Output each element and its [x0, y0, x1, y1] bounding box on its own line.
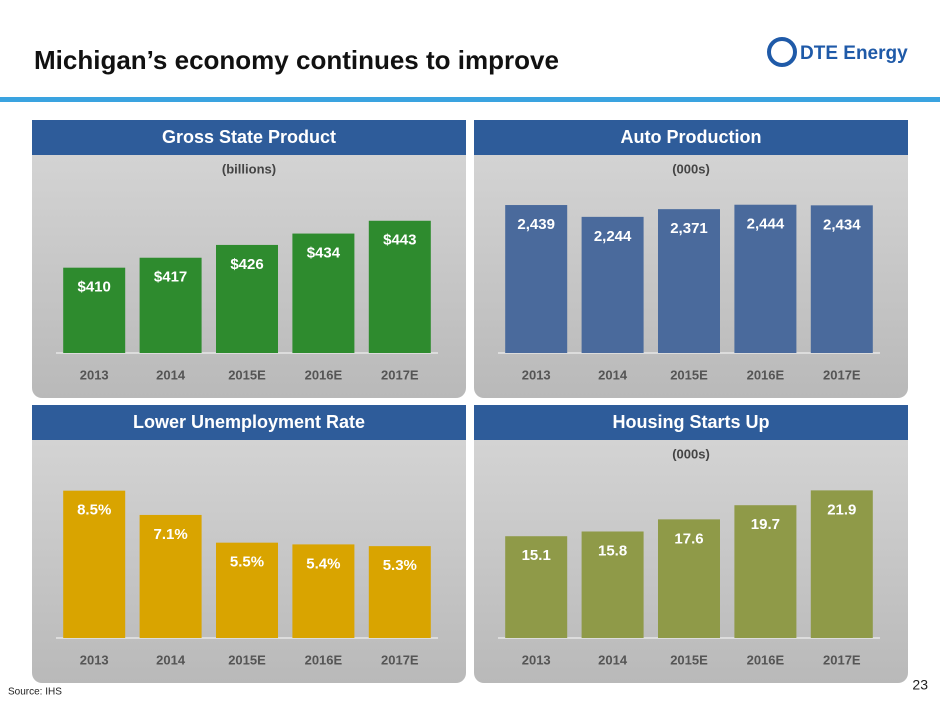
bar-label: $417: [154, 269, 187, 286]
x-tick-label: 2013: [80, 652, 109, 667]
bar-label: 15.8: [598, 542, 627, 559]
panel-title: Lower Unemployment Rate: [133, 412, 365, 432]
x-tick-label: 2017E: [381, 367, 419, 382]
divider: [0, 97, 940, 102]
bar: [810, 490, 873, 638]
panel-title: Auto Production: [621, 127, 762, 147]
bar: [810, 205, 873, 353]
page-number: 23: [912, 677, 928, 693]
x-tick-label: 2013: [80, 367, 109, 382]
panel-subtitle: (000s): [672, 161, 710, 176]
x-tick-label: 2013: [522, 652, 551, 667]
bar: [63, 267, 126, 353]
bar: [658, 209, 720, 353]
panel-header: [32, 405, 466, 440]
bar-label: 7.1%: [153, 526, 187, 543]
x-tick-label: 2017E: [381, 652, 419, 667]
bar: [292, 544, 355, 638]
x-tick-label: 2017E: [823, 652, 861, 667]
x-tick-label: 2015E: [228, 652, 266, 667]
bar: [734, 505, 797, 638]
panel-header: [32, 120, 466, 155]
bar: [139, 257, 202, 353]
bar-label: $426: [230, 256, 263, 273]
bar: [505, 536, 568, 638]
x-tick-label: 2015E: [228, 367, 266, 382]
bar-label: 19.7: [751, 516, 780, 533]
x-tick-label: 2014: [598, 652, 628, 667]
bar: [368, 546, 431, 638]
x-tick-label: 2015E: [670, 652, 708, 667]
panel-title: Housing Starts Up: [612, 412, 769, 432]
x-tick-label: 2014: [156, 652, 186, 667]
panel-header: [474, 120, 908, 155]
bar: [139, 514, 202, 638]
x-tick-label: 2014: [598, 367, 628, 382]
panel-subtitle: (000s): [672, 446, 710, 461]
x-tick-label: 2016E: [305, 367, 343, 382]
bar-label: 2,371: [670, 220, 708, 237]
bar-label: $443: [383, 232, 416, 249]
panel-header: [474, 405, 908, 440]
x-tick-label: 2016E: [747, 652, 785, 667]
x-tick-label: 2015E: [670, 367, 708, 382]
bar-label: 2,244: [594, 228, 632, 245]
bar-label: $434: [307, 245, 341, 262]
bar-label: 2,439: [517, 216, 555, 233]
bar: [63, 490, 126, 638]
x-tick-label: 2013: [522, 367, 551, 382]
bar-label: 2,434: [823, 216, 861, 233]
x-tick-label: 2016E: [747, 367, 785, 382]
bar-label: 8.5%: [77, 502, 111, 519]
bar-label: 17.6: [674, 530, 703, 547]
bar-label: 5.5%: [230, 554, 264, 571]
bar: [734, 204, 797, 353]
logo-icon: [767, 37, 797, 67]
logo: DTE Energy: [800, 43, 908, 64]
slide-title: Michigan’s economy continues to improve: [34, 45, 559, 75]
bar-label: $410: [78, 279, 111, 296]
bar: [216, 542, 278, 638]
bar-label: 21.9: [827, 501, 856, 518]
x-tick-label: 2017E: [823, 367, 861, 382]
bar-label: 2,444: [747, 216, 785, 233]
bar-label: 5.3%: [383, 557, 417, 574]
bar: [368, 220, 431, 353]
bar-label: 15.1: [522, 547, 551, 564]
bar: [216, 244, 278, 353]
bar: [658, 519, 720, 638]
bar: [292, 233, 355, 353]
x-tick-label: 2014: [156, 367, 186, 382]
x-tick-label: 2016E: [305, 652, 343, 667]
source: Source: IHS: [8, 687, 62, 698]
panel-subtitle: (billions): [222, 161, 276, 176]
bar-label: 5.4%: [306, 555, 340, 572]
bar: [505, 205, 568, 353]
bar: [581, 531, 644, 638]
panel-title: Gross State Product: [162, 127, 336, 147]
bar: [581, 216, 644, 353]
